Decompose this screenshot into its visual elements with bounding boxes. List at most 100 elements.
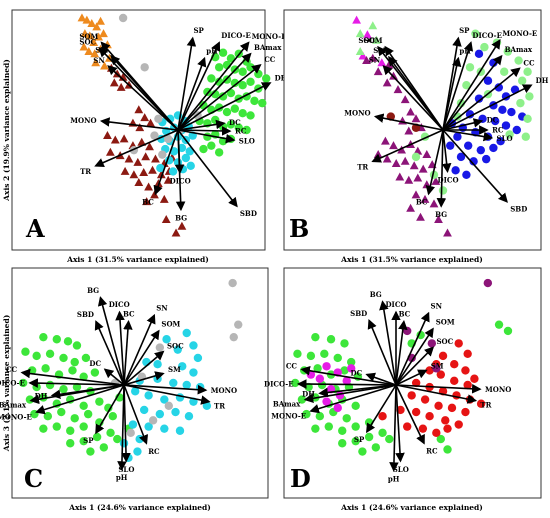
- panel-c-point-cyan-8: [189, 368, 198, 377]
- panel-c-point-green-11: [41, 364, 50, 373]
- panel-a-vector-ph: [177, 56, 207, 131]
- panel-a-point-darkred-34: [163, 175, 173, 184]
- panel-a-point-orange-9: [99, 29, 108, 38]
- panel-a-vector-label-sm: SM: [95, 45, 108, 54]
- panel-d-point-red-23: [454, 420, 463, 429]
- panel-a-point-darkred-8: [146, 118, 155, 127]
- panel-b-point-lightgreen-4: [514, 56, 523, 65]
- panel-a-vector-sp: [177, 36, 197, 131]
- panel-d-point-green-13: [340, 366, 349, 375]
- panel-b-point-blue-11: [465, 110, 475, 119]
- panel-d-point-green-36: [364, 432, 374, 442]
- panel-b-vector-dico-e: [442, 41, 474, 131]
- panel-a-point-green-17: [246, 77, 255, 87]
- panel-c-point-cyan-6: [153, 360, 162, 369]
- panel-b-point-blue-13: [491, 116, 500, 126]
- panel-a-point-orange-2: [87, 19, 97, 27]
- panel-a-point-cyan-15: [177, 143, 187, 153]
- panel-a-vector-label-mono: MONO: [70, 116, 96, 125]
- panel-c-vector-label-bg: BG: [87, 286, 99, 295]
- panel-c-vector-mono: [123, 384, 208, 395]
- panel-c-point-green-38: [108, 412, 118, 421]
- panel-c-vector-som: [123, 329, 160, 386]
- panel-b-point-purple-18: [422, 150, 432, 159]
- panel-d-point-red-20: [411, 407, 421, 417]
- panel-a-vector-label-rc: RC: [235, 127, 247, 136]
- panel-d-vector-label-rc: RC: [426, 447, 438, 456]
- panel-b-vector-bg: [436, 129, 447, 208]
- panel-a-point-orange-7: [89, 38, 99, 47]
- panel-c-point-cyan-28: [135, 434, 144, 444]
- panel-c-vector-label-bc: BC: [123, 310, 135, 319]
- panel-c-point-green-44: [99, 443, 109, 452]
- panel-c-vector-label-sbd: SBD: [77, 310, 94, 319]
- panel-a-point-orange-0: [77, 13, 87, 22]
- panel-a-point-cyan-23: [186, 161, 195, 171]
- panel-c-point-green-31: [70, 414, 79, 423]
- panel-b-point-blue-24: [469, 157, 478, 166]
- panel-a-point-darkred-20: [133, 157, 143, 166]
- panel-c-vector-label-mono-e: MONO-E: [0, 413, 32, 422]
- panel-d-point-green-2: [311, 332, 320, 342]
- panel-d-vector-label-sbd: SBD: [350, 309, 367, 318]
- panel-b-vector-label-cc: CC: [523, 58, 535, 67]
- panel-a-vector-tr: [94, 129, 179, 168]
- panel-d-vector-ph: [389, 384, 399, 472]
- panel-d-vector-label-cc: CC: [286, 362, 298, 371]
- panel-a-point-darkred-13: [119, 134, 129, 143]
- panel-c-point-cyan-0: [182, 328, 191, 338]
- panel-d-point-green-40: [385, 434, 394, 444]
- panel-a-point-green-30: [222, 107, 232, 117]
- panel-a-point-green-40: [242, 125, 251, 135]
- panel-b-vector-sbd: [442, 129, 508, 203]
- panel-c-vector-label-ph: pH: [116, 473, 128, 482]
- panel-d-point-magenta-6: [347, 364, 356, 373]
- panel-b-point-lightgreen-18: [521, 132, 530, 141]
- panel-a-vector-label-sp: SP: [193, 26, 204, 35]
- panel-a-vector-slo: [177, 129, 236, 144]
- panel-d-vector-label-soc: SOC: [436, 337, 453, 346]
- panel-c-point-gray-1: [234, 320, 243, 329]
- panel-d-point-red-25: [418, 424, 428, 433]
- panel-c-point-cyan-26: [160, 424, 169, 433]
- panel-c-point-green-40: [79, 436, 88, 446]
- panel-b-point-purple-12: [404, 126, 414, 135]
- panel-b-x-axis-label: Axis 1 (31.5% variance explained): [340, 255, 483, 264]
- panel-c-point-green-15: [90, 368, 100, 377]
- panel-c-point-green-2: [63, 337, 73, 346]
- panel-d-point-green-39: [371, 443, 381, 452]
- panel-a-vector-label-dc: DC: [229, 118, 241, 127]
- panel-c-vector-label-rc: RC: [148, 447, 160, 456]
- panel-b-point-lightgreen-13: [516, 98, 525, 108]
- panel-a-point-orange-11: [84, 47, 94, 55]
- panel-a-point-darkred-2: [118, 72, 128, 81]
- panel-c-point-green-41: [92, 432, 102, 442]
- panel-a-point-darkred-17: [105, 147, 115, 156]
- panel-d-point-purple-0: [483, 278, 493, 288]
- panel-b-point-blue-29: [453, 132, 462, 141]
- panel-a-point-green-8: [238, 67, 247, 76]
- panel-a-point-green-1: [218, 48, 228, 57]
- panel-d-letter: D: [290, 464, 311, 493]
- panel-b-point-purple-37: [443, 228, 452, 237]
- panel-b-vector-label-mono: MONO: [344, 109, 370, 118]
- panel-c-vector-label-dico-e: DICO-E: [0, 378, 25, 387]
- panel-d-point-green-26: [315, 412, 325, 421]
- panel-d-point-red-22: [441, 416, 450, 425]
- panel-d-vector-label-bc: BC: [399, 310, 411, 319]
- panel-b-vector-sn: [382, 64, 444, 131]
- panel-d-point-green-37: [378, 428, 387, 438]
- panel-b-vector-label-sn: SN: [369, 55, 381, 64]
- panel-a-vector-bc: [153, 129, 179, 196]
- panel-d-point-red-8: [463, 380, 472, 390]
- panel-c-point-green-30: [57, 407, 66, 417]
- panel-d-vector-label-tr: TR: [480, 401, 491, 410]
- panel-d-point-purple-4: [432, 364, 441, 373]
- panel-b-vector-label-bc: BC: [416, 198, 428, 207]
- panel-b-vector-label-sm: SM: [373, 46, 386, 55]
